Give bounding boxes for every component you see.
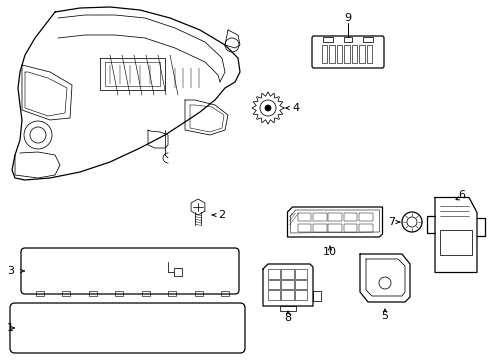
Bar [329, 45, 334, 63]
Circle shape [264, 105, 270, 111]
FancyBboxPatch shape [21, 248, 239, 294]
Bar [312, 224, 326, 232]
Bar [294, 290, 306, 300]
Bar [281, 280, 293, 289]
Bar [280, 306, 295, 311]
Bar [362, 37, 372, 42]
Bar [327, 224, 341, 232]
Text: 5: 5 [381, 311, 387, 321]
Text: 2: 2 [218, 210, 224, 220]
FancyBboxPatch shape [311, 36, 383, 68]
Text: 6: 6 [458, 190, 465, 200]
Bar [323, 37, 332, 42]
Text: 10: 10 [323, 247, 336, 257]
Bar [281, 290, 293, 300]
Bar [358, 224, 372, 232]
Bar [358, 45, 364, 63]
Bar [294, 280, 306, 289]
Bar [366, 45, 371, 63]
Text: 3: 3 [7, 266, 14, 276]
Bar [343, 213, 357, 221]
Text: 8: 8 [284, 313, 291, 323]
Bar [267, 280, 280, 289]
Text: 7: 7 [387, 217, 394, 227]
Bar [439, 230, 471, 255]
Text: 1: 1 [7, 323, 14, 333]
Bar [194, 291, 202, 296]
Bar [115, 291, 123, 296]
Bar [168, 291, 176, 296]
Bar [89, 291, 97, 296]
Bar [62, 291, 70, 296]
Bar [344, 45, 349, 63]
FancyBboxPatch shape [10, 303, 244, 353]
Bar [321, 45, 327, 63]
Bar [267, 269, 280, 279]
Bar [36, 291, 44, 296]
Bar [297, 224, 310, 232]
Text: 4: 4 [291, 103, 299, 113]
Text: 9: 9 [344, 13, 351, 23]
Bar [343, 37, 351, 42]
Bar [351, 45, 356, 63]
Bar [174, 268, 182, 276]
Bar [336, 45, 342, 63]
Bar [343, 224, 357, 232]
Bar [142, 291, 149, 296]
Bar [312, 213, 326, 221]
Bar [294, 269, 306, 279]
Bar [267, 290, 280, 300]
Bar [221, 291, 228, 296]
Bar [297, 213, 310, 221]
Bar [281, 269, 293, 279]
Bar [358, 213, 372, 221]
Bar [327, 213, 341, 221]
